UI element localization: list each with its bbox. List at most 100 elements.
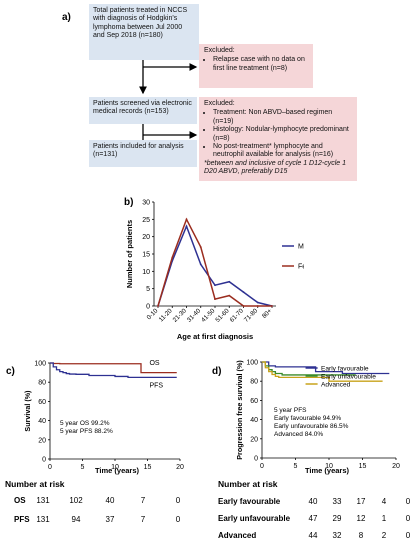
series-line-female: [157, 217, 272, 307]
km-curve-pfs: [50, 362, 177, 379]
km-curve-os: [50, 362, 177, 374]
annotation-text: 5 year PFS: [274, 407, 307, 414]
y-tick-label: 100: [34, 361, 46, 368]
risk-c-cell: 131: [36, 515, 50, 524]
excluded-2-item: Histology: Nodular-lymphocyte predominan…: [213, 126, 352, 143]
flow-box-total: Total patients treated in NCCS with diag…: [89, 4, 199, 60]
risk-c-row-label: PFS: [14, 515, 30, 524]
y-tick-label: 60: [250, 398, 258, 405]
survival-chart: 0 20 40 60 80 100 0 5 10 15 20 Survival (%) OS PFS 5 y…: [23, 360, 184, 471]
risk-d-cell: 0: [405, 531, 411, 540]
risk-c-cell: 7: [140, 515, 146, 524]
risk-c-cell: 0: [175, 496, 181, 505]
y-tick-label: 5: [146, 286, 150, 293]
data-point: [185, 218, 188, 221]
x-tick-label: 61-70: [229, 307, 246, 324]
risk-d-cell: 47: [308, 514, 318, 523]
km-curve-early-favourable: [262, 361, 390, 375]
y-axis-label: Progression free survival (%): [235, 360, 244, 460]
y-axis-label: Number of patients: [125, 220, 134, 288]
x-tick-label: 71-80: [243, 307, 260, 324]
x-tick-label: 0: [260, 463, 264, 470]
data-point: [228, 280, 231, 283]
excluded-1-item: Relapse case with no data on first line …: [213, 56, 308, 73]
risk-d-cell: 32: [332, 531, 342, 540]
risk-d-cell: 40: [308, 497, 318, 506]
flow-box-screened: Patients screened via electronic medical…: [89, 97, 197, 124]
risk-c-cell: 40: [105, 496, 115, 505]
x-tick-label: 15: [144, 464, 152, 471]
data-point: [256, 305, 259, 307]
x-tick-label: 5: [81, 464, 85, 471]
legend-label: Advanced: [321, 382, 351, 389]
flow-box-included: Patients included for analysis (n=131): [89, 140, 197, 167]
excluded-2-item: No post-treatment* lymphocyte and neutro…: [213, 143, 352, 160]
y-tick-label: 80: [38, 380, 46, 387]
panel-b-label: b): [124, 197, 134, 208]
excluded-1-heading: Excluded:: [204, 47, 235, 54]
risk-d-row-label: Early unfavourable: [218, 514, 291, 523]
y-tick-label: 0: [254, 456, 258, 463]
excluded-2-heading: Excluded:: [204, 100, 235, 107]
y-tick-label: 100: [246, 360, 258, 367]
series-line-male: [157, 224, 273, 307]
risk-d-cell: 29: [332, 514, 342, 523]
data-point: [228, 294, 231, 297]
legend-label: Male: [298, 244, 304, 251]
risk-d-row-label: Early favourable: [218, 497, 281, 506]
y-tick-label: 40: [250, 417, 258, 424]
y-tick-label: 80: [250, 379, 258, 386]
risk-d-cell: 2: [381, 531, 387, 540]
curve-label-pfs: PFS: [149, 382, 163, 389]
risk-d-cell: 17: [356, 497, 366, 506]
risk-c-cell: 94: [71, 515, 81, 524]
annotation-text: 5 year OS 99.2%: [60, 420, 110, 427]
risk-d-row-label: Advanced: [218, 531, 257, 540]
legend-label: Early favourable: [321, 366, 369, 373]
flow-box-excluded-2: Excluded: Treatment: Non ABVD–based regi…: [199, 97, 357, 181]
x-tick-label: 11-20: [158, 307, 174, 323]
chart-d-xlabel: Time (years): [304, 466, 350, 475]
data-point: [242, 291, 245, 294]
risk-d-cell: 12: [356, 514, 366, 523]
excluded-2-footnote: *between and inclusive of cycle 1 D12-cy…: [204, 159, 347, 176]
data-point: [157, 305, 159, 307]
x-tick-label: 80+: [261, 307, 274, 320]
risk-d-cell: 0: [405, 514, 411, 523]
x-tick-label: 41-50: [200, 307, 217, 324]
x-tick-label: 31-40: [186, 307, 203, 324]
curve-label-os: OS: [149, 360, 159, 367]
risk-c-cell: 7: [140, 496, 146, 505]
data-point: [256, 301, 259, 304]
y-tick-label: 25: [142, 217, 150, 224]
panel-c-label: c): [6, 366, 15, 377]
flow-box-excluded-1: Excluded: Relapse case with no data on f…: [199, 44, 313, 88]
risk-table-c-title: Number at risk: [5, 479, 65, 489]
risk-c-cell: 0: [175, 515, 181, 524]
risk-d-cell: 44: [308, 531, 318, 540]
data-point: [199, 246, 202, 248]
risk-c-cell: 102: [69, 496, 83, 505]
data-point: [171, 256, 174, 259]
x-tick-label: 5: [294, 463, 298, 470]
risk-d-cell: 1: [381, 514, 387, 523]
y-tick-label: 20: [142, 234, 150, 241]
annotation-text: Early favourable 94.9%: [274, 415, 341, 422]
excluded-2-item: Treatment: Non ABVD–based regimen (n=19): [213, 109, 352, 126]
y-tick-label: 20: [250, 436, 258, 443]
chart-b-xlabel: Age at first diagnosis: [176, 332, 254, 341]
pfs-stage-chart: 0 20 40 60 80 100 0 5 10 15 20 Progression free sur…: [235, 360, 400, 471]
legend-label: Female: [298, 264, 304, 271]
x-tick-label: 15: [359, 463, 367, 470]
panel-d-label: d): [212, 366, 222, 377]
y-axis-label: Survival (%): [23, 390, 32, 432]
y-tick-label: 60: [38, 399, 46, 406]
risk-d-cell: 0: [405, 497, 411, 506]
x-tick-label: 10: [111, 464, 119, 471]
km-curve-early-unfavourable: [262, 361, 356, 376]
data-point: [242, 305, 245, 307]
risk-c-row-label: OS: [14, 496, 26, 505]
data-point: [214, 284, 216, 287]
risk-d-cell: 8: [358, 531, 364, 540]
y-tick-label: 40: [38, 418, 46, 425]
